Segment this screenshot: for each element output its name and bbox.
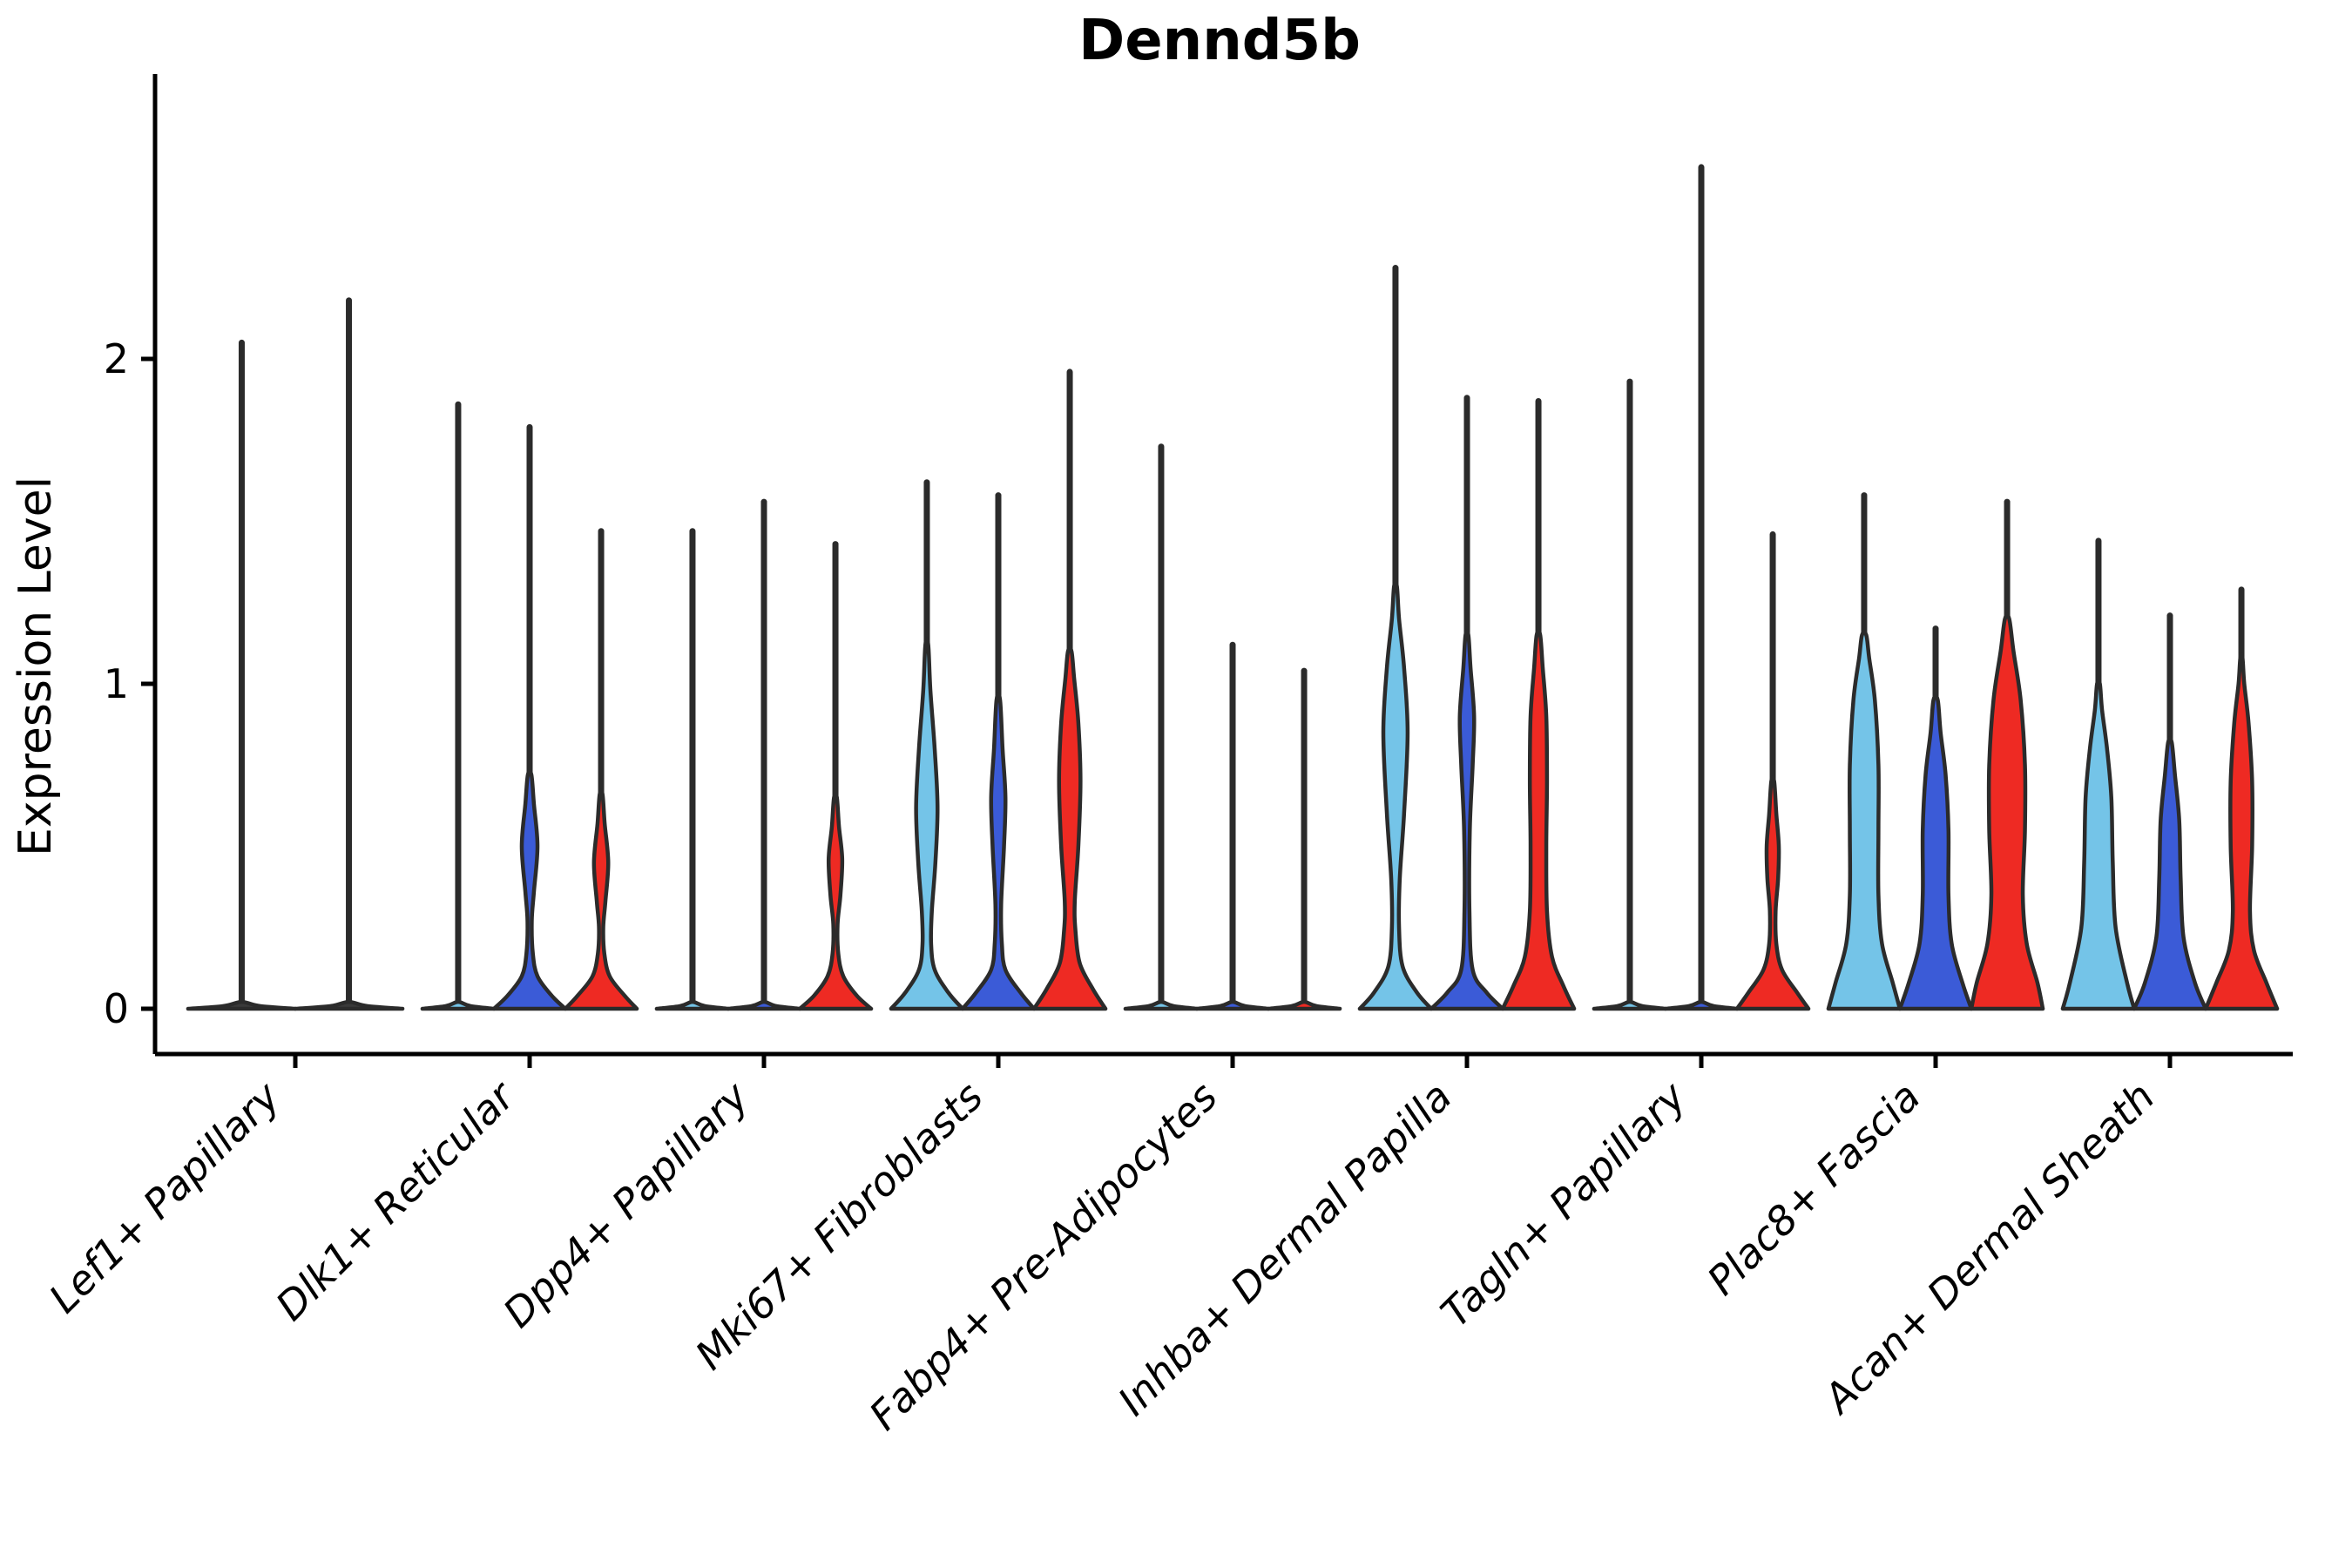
- axes: [141, 74, 2293, 1068]
- violin-body: [2060, 679, 2137, 1011]
- violin-body: [960, 692, 1037, 1011]
- violin-category-5: [1123, 443, 1342, 1011]
- violin-body: [1897, 693, 1974, 1011]
- violin-category-3: [654, 498, 874, 1011]
- violin-body: [726, 999, 802, 1011]
- violin-body: [1429, 629, 1505, 1011]
- violin-body: [1592, 999, 1668, 1011]
- violin-body: [491, 768, 568, 1011]
- x-tick-label: Lef1+ Papillary: [40, 1072, 289, 1321]
- violin-body: [563, 788, 639, 1011]
- y-tick-label: 0: [104, 985, 129, 1032]
- violin-body: [2132, 736, 2208, 1011]
- violin-group-layer: [186, 164, 2280, 1011]
- violin-body: [1734, 774, 1811, 1011]
- chart-title: Dennd5b: [1078, 9, 1361, 73]
- violin-body: [1663, 999, 1740, 1011]
- violin-body: [1969, 612, 2045, 1011]
- violin-body: [1123, 999, 1200, 1011]
- x-tick-label: Tagln+ Papillary: [1431, 1072, 1695, 1336]
- violin-body: [2203, 652, 2280, 1011]
- y-axis-label: Expression Level: [10, 476, 62, 856]
- violin-body: [1826, 630, 1903, 1011]
- violin-body: [1357, 580, 1434, 1011]
- x-tick-label: Dpp4+ Papillary: [494, 1072, 758, 1336]
- violin-category-4: [889, 368, 1108, 1011]
- violin-body: [420, 999, 497, 1011]
- violin-category-8: [1826, 492, 2045, 1011]
- violin-body: [293, 999, 405, 1011]
- violin-category-2: [420, 401, 639, 1011]
- violin-body: [1031, 645, 1108, 1011]
- violin-body: [1266, 999, 1342, 1011]
- x-tick-label: Dlk1+ Reticular: [267, 1071, 525, 1329]
- y-tick-label: 1: [104, 660, 129, 707]
- violin-category-6: [1357, 265, 1577, 1011]
- violin-body: [889, 637, 965, 1011]
- violin-category-1: [186, 297, 405, 1011]
- violin-body: [1194, 999, 1271, 1011]
- violin-body: [186, 999, 298, 1011]
- violin-category-9: [2060, 537, 2280, 1011]
- violin-body: [1500, 629, 1577, 1011]
- violin-body: [654, 999, 731, 1011]
- x-tick-label: Plac8+ Fascia: [1698, 1073, 1929, 1304]
- violin-category-7: [1592, 164, 1811, 1011]
- y-tick-label: 2: [104, 335, 129, 382]
- violin-body: [797, 792, 874, 1011]
